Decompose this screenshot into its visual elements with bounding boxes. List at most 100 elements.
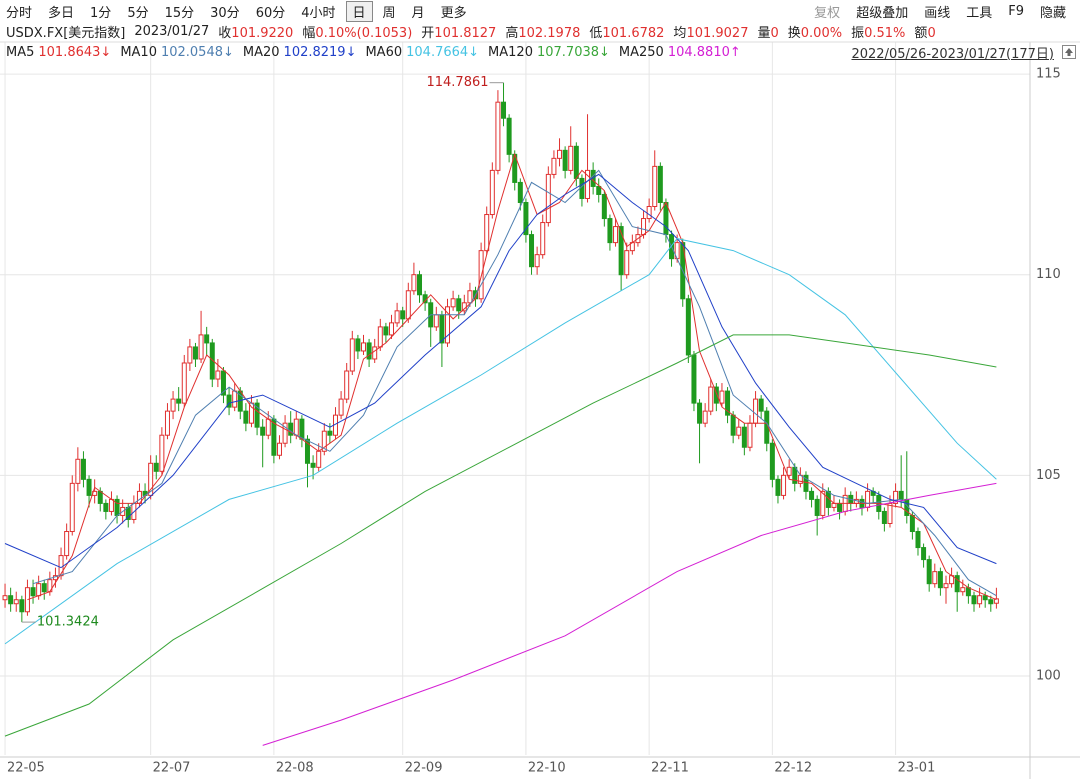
candle-body bbox=[949, 575, 955, 585]
ma-line bbox=[27, 152, 997, 601]
candle-body bbox=[13, 599, 19, 605]
candle-body bbox=[601, 193, 607, 220]
period-tab[interactable]: 月 bbox=[411, 5, 425, 21]
candle-body bbox=[943, 583, 949, 589]
quote-item: 均101.9027 bbox=[673, 22, 748, 41]
quote-item: 振0.51% bbox=[851, 22, 905, 41]
y-tick-label: 100 bbox=[1036, 668, 1061, 683]
candle-body bbox=[775, 478, 781, 496]
candle-body bbox=[92, 490, 98, 496]
legend-item: MA120 107.7038↓ bbox=[488, 45, 610, 60]
candle-body bbox=[618, 226, 624, 276]
candle-body bbox=[713, 386, 719, 404]
candle-body bbox=[551, 157, 557, 175]
candle-body bbox=[428, 302, 434, 328]
candle-body bbox=[937, 571, 943, 589]
candle-body bbox=[248, 402, 254, 424]
candle-body bbox=[310, 462, 316, 468]
quote-value: 0.10%(0.1053) bbox=[315, 26, 413, 41]
candle-body bbox=[484, 214, 490, 252]
candle-body bbox=[954, 575, 960, 593]
candle-body bbox=[848, 494, 854, 504]
candle-body bbox=[764, 410, 770, 444]
candle-body bbox=[736, 426, 742, 436]
candle-body bbox=[876, 494, 882, 512]
period-tab[interactable]: 4小时 bbox=[301, 5, 336, 21]
candle-body bbox=[411, 274, 417, 292]
collapse-icon[interactable] bbox=[1062, 45, 1076, 59]
candle-body bbox=[433, 314, 439, 328]
tool-button[interactable]: F9 bbox=[1008, 3, 1024, 19]
period-tab[interactable]: 30分 bbox=[210, 5, 240, 21]
annotation: 114.7861 bbox=[426, 75, 488, 90]
candle-body bbox=[758, 398, 764, 412]
y-tick-label: 115 bbox=[1036, 67, 1061, 82]
x-tick-label: 22-12 bbox=[774, 761, 812, 776]
candle-body bbox=[232, 390, 238, 408]
candle-body bbox=[187, 346, 193, 364]
candle-body bbox=[176, 398, 182, 404]
candle-body bbox=[461, 302, 467, 312]
candle-body bbox=[881, 510, 887, 524]
candle-body bbox=[585, 169, 591, 199]
candle-body bbox=[859, 498, 865, 508]
period-tab[interactable]: 多日 bbox=[48, 5, 75, 21]
candle-body bbox=[108, 498, 114, 512]
quote-value: 0.51% bbox=[864, 26, 906, 41]
candle-body bbox=[439, 314, 445, 344]
period-tab[interactable]: 15分 bbox=[164, 5, 195, 21]
tool-button[interactable]: 超级叠加 bbox=[856, 5, 909, 21]
quote-label: 均 bbox=[673, 26, 687, 41]
candle-body bbox=[489, 169, 495, 216]
candle-body bbox=[417, 274, 423, 296]
period-tab[interactable]: 60分 bbox=[255, 5, 286, 21]
candle-body bbox=[540, 222, 546, 256]
tool-button[interactable]: 工具 bbox=[966, 5, 993, 21]
period-tab[interactable]: 日 bbox=[345, 0, 373, 22]
period-tab[interactable]: 1分 bbox=[90, 5, 112, 21]
period-tab[interactable]: 5分 bbox=[127, 5, 149, 21]
candle-body bbox=[865, 490, 871, 508]
candle-body bbox=[473, 290, 479, 300]
legend-item: MA10 102.0548↓ bbox=[120, 45, 234, 60]
candle-body bbox=[495, 101, 501, 171]
tool-button[interactable]: 隐藏 bbox=[1039, 5, 1066, 21]
candle-body bbox=[674, 242, 680, 260]
quote-label: 开 bbox=[421, 26, 435, 41]
quote-value: 101.9220 bbox=[231, 26, 294, 41]
tool-button[interactable]: 复权 bbox=[814, 5, 841, 21]
candle-body bbox=[164, 410, 170, 436]
quote-item: 量0 bbox=[757, 22, 778, 41]
legend-item: MA60 104.7664↓ bbox=[365, 45, 479, 60]
quote-row: USDX.FX[美元指数] 2023/01/27 收101.9220 幅0.10%(0… bbox=[0, 22, 1080, 41]
candle-body bbox=[181, 362, 187, 404]
candle-body bbox=[41, 583, 47, 593]
legend-name: MA5 bbox=[6, 44, 35, 60]
legend-name: MA20 bbox=[242, 44, 280, 60]
candle-body bbox=[288, 422, 294, 436]
candle-body bbox=[30, 587, 36, 597]
candle-body bbox=[853, 498, 859, 504]
legend-name: MA10 bbox=[120, 44, 157, 60]
tool-button[interactable]: 画线 bbox=[924, 5, 951, 21]
candle-body bbox=[926, 559, 932, 585]
period-tab[interactable]: 分时 bbox=[6, 5, 33, 21]
candle-body bbox=[445, 306, 451, 344]
candle-body bbox=[669, 234, 675, 260]
ma-line bbox=[4, 334, 997, 737]
x-tick-label: 22-07 bbox=[153, 761, 191, 776]
range: 2022/05/26-2023/01/27(177日) bbox=[851, 46, 1054, 62]
period-tab[interactable]: 周 bbox=[382, 5, 396, 21]
candle-body bbox=[282, 422, 288, 444]
candle-body bbox=[685, 298, 691, 356]
candle-body bbox=[220, 370, 226, 396]
candle-body bbox=[58, 555, 64, 577]
candle-body bbox=[327, 430, 333, 436]
period-tab[interactable]: 更多 bbox=[440, 5, 467, 21]
candle-body bbox=[271, 418, 277, 456]
candle-body bbox=[747, 422, 753, 448]
candle-body bbox=[786, 466, 792, 476]
candle-body bbox=[316, 450, 322, 468]
candle-body bbox=[19, 599, 25, 613]
